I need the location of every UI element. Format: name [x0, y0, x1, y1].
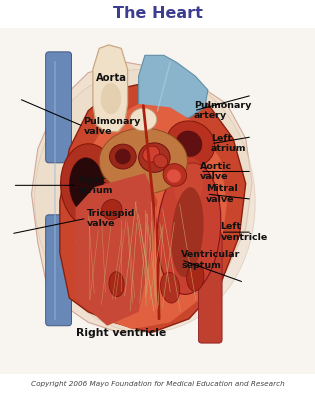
- Text: Right
atrium: Right atrium: [77, 176, 113, 195]
- FancyBboxPatch shape: [46, 52, 72, 163]
- Ellipse shape: [106, 139, 133, 179]
- Polygon shape: [139, 55, 208, 118]
- Ellipse shape: [139, 143, 170, 172]
- Text: Left
ventricle: Left ventricle: [220, 223, 268, 242]
- Ellipse shape: [130, 108, 157, 131]
- Polygon shape: [60, 83, 246, 333]
- Polygon shape: [76, 173, 158, 326]
- Ellipse shape: [102, 199, 122, 220]
- Ellipse shape: [176, 130, 202, 157]
- Ellipse shape: [171, 187, 203, 277]
- Ellipse shape: [143, 146, 160, 162]
- Text: Left
atrium: Left atrium: [211, 134, 247, 153]
- Ellipse shape: [167, 169, 181, 182]
- Text: Pulmonary
artery: Pulmonary artery: [194, 101, 251, 121]
- Polygon shape: [76, 104, 227, 329]
- Ellipse shape: [186, 263, 204, 291]
- Ellipse shape: [163, 164, 186, 186]
- Text: Ventricular
septum: Ventricular septum: [181, 250, 240, 269]
- Text: The Heart: The Heart: [112, 6, 203, 21]
- Ellipse shape: [166, 121, 215, 167]
- Text: Aorta: Aorta: [96, 73, 127, 83]
- Ellipse shape: [175, 158, 203, 209]
- Ellipse shape: [110, 144, 136, 169]
- Ellipse shape: [157, 163, 221, 294]
- Text: Mitral
valve: Mitral valve: [206, 184, 238, 204]
- Ellipse shape: [101, 83, 121, 114]
- FancyBboxPatch shape: [198, 232, 222, 343]
- Text: Copyright 2006 Mayo Foundation for Medical Education and Research: Copyright 2006 Mayo Foundation for Medic…: [31, 381, 284, 387]
- Polygon shape: [93, 45, 128, 132]
- Ellipse shape: [109, 272, 124, 297]
- FancyBboxPatch shape: [0, 28, 315, 374]
- Ellipse shape: [160, 272, 180, 303]
- FancyBboxPatch shape: [46, 215, 72, 326]
- Text: Right ventricle: Right ventricle: [76, 328, 166, 338]
- Text: Aortic
valve: Aortic valve: [200, 162, 232, 181]
- Ellipse shape: [69, 158, 104, 213]
- Ellipse shape: [154, 154, 168, 168]
- Polygon shape: [32, 62, 252, 333]
- Text: Pulmonary
valve: Pulmonary valve: [83, 117, 141, 136]
- Text: Tricuspid
valve: Tricuspid valve: [87, 208, 135, 228]
- Ellipse shape: [35, 69, 255, 333]
- Ellipse shape: [60, 144, 119, 227]
- Ellipse shape: [115, 149, 131, 164]
- Ellipse shape: [99, 128, 187, 194]
